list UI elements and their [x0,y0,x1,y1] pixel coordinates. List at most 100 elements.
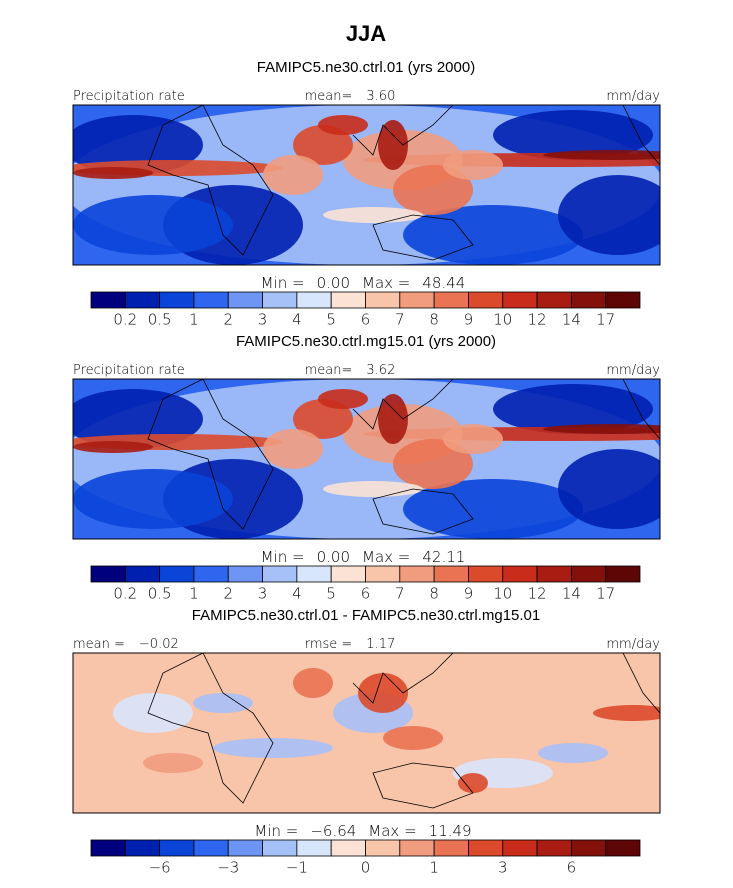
panel-subtitle: FAMIPC5.ne30.ctrl.01 (yrs 2000) [257,59,475,76]
field-patch [263,155,323,195]
colorbar-box [468,291,504,309]
colorbar-label: 7 [395,311,405,329]
header-left: Precipitation rate [73,89,185,104]
colorbar-label: 6 [361,585,371,603]
field-patch [323,207,423,223]
colorbar-label: 3 [258,585,268,603]
colorbar-box [399,565,435,583]
header-text: rmse = [305,637,353,652]
colorbar-box [468,565,504,583]
min-max-text: Max = [368,822,416,840]
field-patch [558,449,660,529]
colorbar-label: 17 [596,585,615,603]
field-patch [403,205,583,265]
coastline [352,653,454,704]
colorbar-box [193,291,229,309]
field-patch [318,115,368,135]
colorbar-box [570,565,607,583]
colorbar-label: 12 [528,585,547,603]
coastline [372,762,474,809]
colorbar-box [536,565,572,583]
colorbar-label: 0.5 [148,311,172,329]
colorbar-box [570,839,607,857]
field-patch [73,389,203,449]
colorbar-label: 7 [395,585,405,603]
colorbar-label: 0 [361,859,371,877]
header-right: mm/day [606,89,660,104]
colorbar-label: 9 [464,311,474,329]
colorbar-box [570,291,607,309]
colorbar-box [124,291,161,309]
colorbar-box [468,839,504,857]
field-patch [383,726,443,750]
figure-title: JJA [346,21,386,46]
colorbar-box [502,291,538,309]
colorbar-label: 3 [498,859,508,877]
header-text: 3.62 [366,363,395,378]
colorbar-box [296,839,332,857]
colorbar-label: 2 [223,311,233,329]
header-text: mm/day [606,637,660,652]
field-patch [558,175,660,255]
colorbar-box [90,839,126,857]
map-frame [72,378,661,540]
colorbar-box [330,565,366,583]
min-max: Min = 0.00 Max = 48.44 [261,274,466,292]
panel-subtitle: FAMIPC5.ne30.ctrl.mg15.01 (yrs 2000) [236,333,496,350]
colorbar-label: 5 [326,311,336,329]
map-field [73,653,660,813]
coastline [622,653,660,714]
header-center: rmse = 1.17 [305,637,396,652]
field-patch [443,150,503,180]
min-max-text: 42.11 [422,548,465,566]
colorbar-box [605,565,641,583]
colorbar-box [227,839,263,857]
field-patch [493,110,653,160]
field-patch [293,125,353,165]
min-max-text: Min = [261,274,305,292]
field-patch [543,150,660,160]
colorbar-box [536,291,572,309]
min-max: Min = 0.00 Max = 42.11 [261,548,466,566]
header-center: mean= 3.60 [305,89,396,104]
colorbar-label: 5 [326,585,336,603]
header-text: mm/day [606,363,660,378]
coastline [372,488,474,535]
map-field [73,105,660,265]
min-max-text: Min = [254,822,298,840]
colorbar-box [296,291,332,309]
colorbar-box [193,565,229,583]
header-text: mean= [305,89,353,104]
header-text: mm/day [606,89,660,104]
map-field [73,379,660,539]
field-patch [73,167,153,179]
colorbar-box [502,839,538,857]
field-patch [443,424,503,454]
colorbar-label: 14 [562,585,581,603]
colorbar-label: 1 [429,859,439,877]
coastline [147,653,274,804]
colorbar-label: 4 [292,311,302,329]
colorbar-box [124,565,161,583]
field-patch [538,743,608,763]
field-patch [393,439,473,489]
colorbar-box [330,291,366,309]
field-patch [193,693,253,713]
field-patch [293,399,353,439]
colorbar-label: −6 [149,859,171,877]
field-patch [213,738,333,758]
header-left: mean = −0.02 [73,637,179,652]
colorbar-label: 3 [258,311,268,329]
coastline [622,379,660,440]
colorbar-label: 0.2 [113,311,137,329]
colorbar-label: 8 [429,585,439,603]
min-max-text: 48.44 [422,274,465,292]
colorbar-box [605,839,641,857]
colorbar-box [433,839,469,857]
field-patch [293,668,333,698]
header-text: mean= [305,363,353,378]
min-max-text: −6.64 [310,822,356,840]
colorbar-box [365,839,401,857]
field-patch [543,424,660,434]
